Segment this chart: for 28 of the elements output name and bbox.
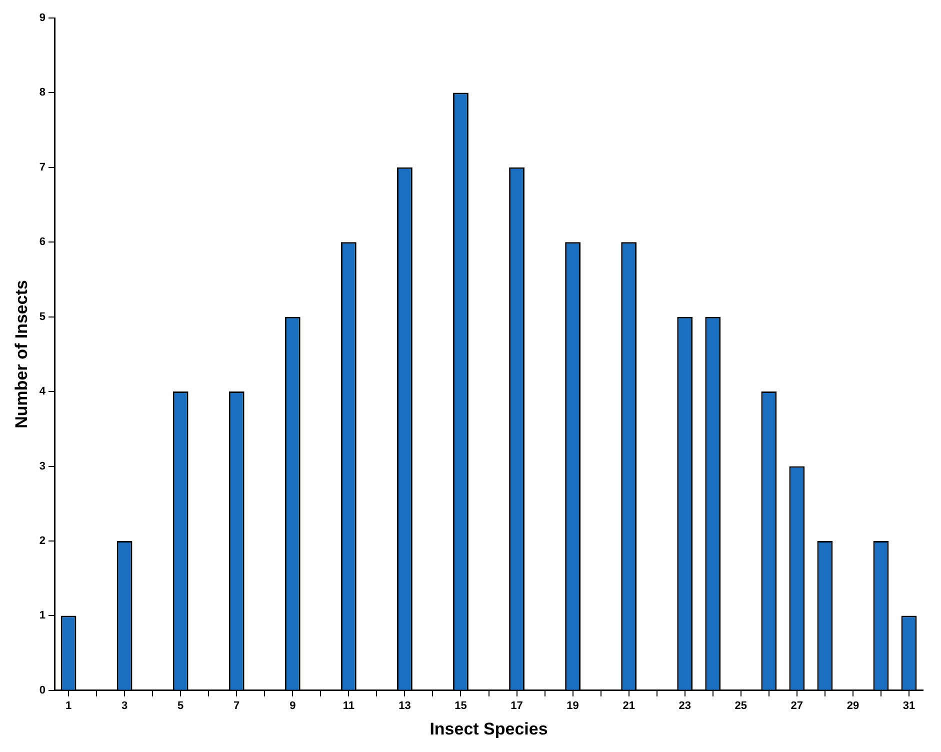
- x-tick-label: 19: [566, 700, 579, 712]
- x-tick-label: 17: [510, 700, 523, 712]
- x-tick-label: 5: [178, 700, 184, 712]
- y-tick-label: 6: [39, 236, 46, 248]
- x-tick-label: 7: [234, 700, 240, 712]
- x-axis-title: Insect Species: [430, 719, 548, 738]
- y-tick-label: 1: [39, 610, 46, 622]
- y-tick-label: 3: [39, 460, 46, 472]
- x-tick-label: 3: [121, 700, 128, 712]
- y-axis-title: Number of Insects: [12, 280, 31, 428]
- x-tick-label: 23: [678, 700, 691, 712]
- y-tick-label: 4: [39, 386, 46, 398]
- x-tick-label: 11: [342, 700, 354, 712]
- x-tick-label: 27: [790, 700, 804, 712]
- x-tick-label: 9: [290, 700, 296, 712]
- y-tick-label: 7: [39, 161, 46, 174]
- x-tick-label: 31: [902, 700, 916, 712]
- y-tick-label: 5: [39, 310, 46, 323]
- y-tick-label: 9: [39, 12, 46, 24]
- x-tick-label: 1: [65, 700, 72, 712]
- x-tick-label: 15: [454, 700, 467, 712]
- y-tick-label: 2: [39, 535, 46, 548]
- x-tick-label: 13: [398, 700, 411, 712]
- y-tick-label: 0: [39, 684, 46, 696]
- x-tick-label: 29: [846, 700, 860, 712]
- y-tick-label: 8: [39, 86, 46, 99]
- x-tick-label: 21: [622, 700, 635, 712]
- x-tick-label: 25: [734, 700, 748, 712]
